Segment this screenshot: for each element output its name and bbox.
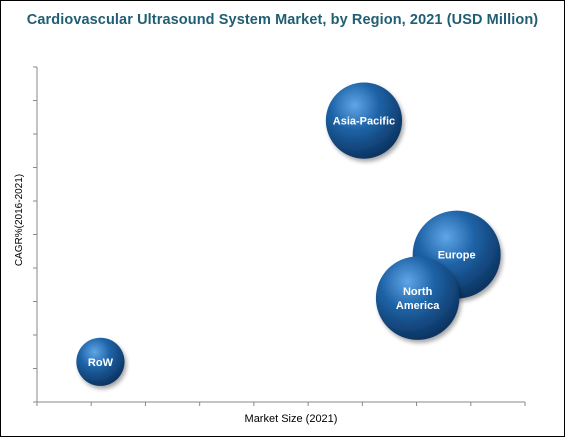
bubble-label: Asia-Pacific	[333, 116, 395, 128]
x-axis-ticks	[36, 402, 526, 406]
bubble-series: Asia-Pacific Europe North America RoW	[76, 82, 501, 386]
bubble-asia-pacific: Asia-Pacific	[325, 82, 403, 159]
y-axis-label: CAGR%(2016-2021)	[14, 174, 25, 266]
y-axis-ticks	[33, 66, 37, 403]
bubble-point	[375, 256, 460, 340]
bubble-point	[76, 337, 125, 386]
bubble-label: Europe	[438, 250, 476, 262]
bubble-point	[325, 82, 403, 159]
bubble-label: RoW	[88, 357, 114, 369]
bubble-row: RoW	[76, 337, 125, 386]
bubble-north-america: North America	[375, 256, 460, 340]
bubble-label: North America	[396, 286, 440, 312]
x-axis-label: Market Size (2021)	[245, 413, 338, 425]
chart-title: Cardiovascular Ultrasound System Market,…	[26, 12, 539, 28]
